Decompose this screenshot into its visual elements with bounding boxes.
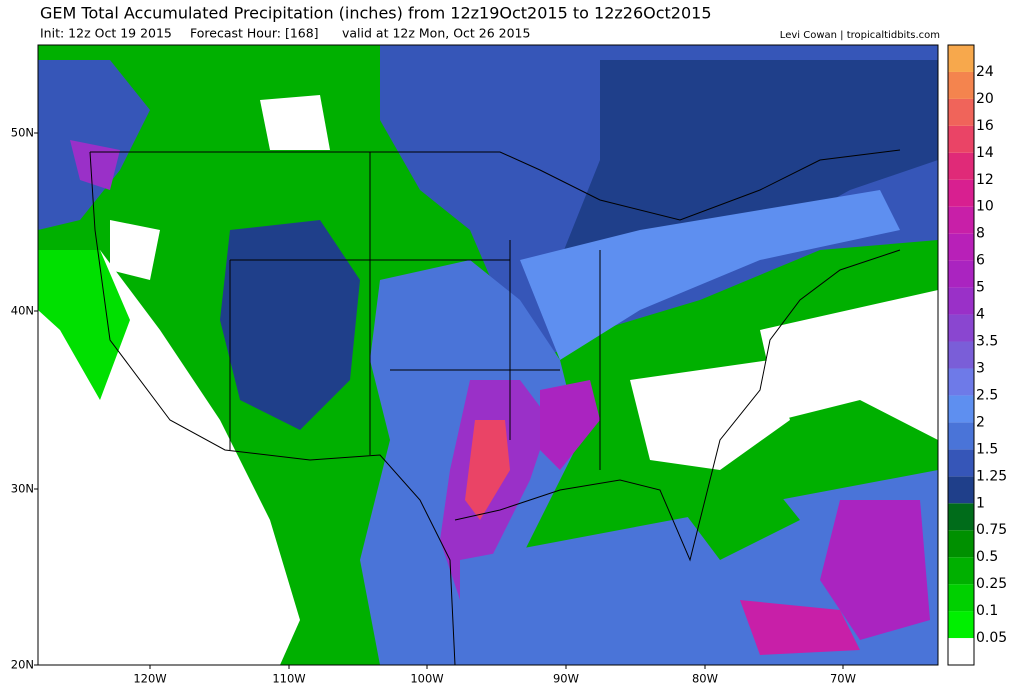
colorbar-label: 24 [976, 64, 994, 80]
colorbar-swatch [948, 98, 974, 126]
colorbar-label: 3.5 [976, 334, 998, 350]
longitude-label: 80W [692, 672, 718, 686]
colorbar-label: 1 [976, 495, 985, 511]
colorbar-swatch [948, 233, 974, 261]
colorbar-swatch [948, 395, 974, 423]
colorbar-swatch [948, 503, 974, 531]
colorbar-swatch [948, 530, 974, 558]
longitude-label: 120W [133, 672, 166, 686]
longitude-label: 70W [830, 672, 856, 686]
valid-time: valid at 12z Mon, Oct 26 2015 [342, 26, 530, 41]
colorbar-swatch [948, 179, 974, 207]
forecast-hour: Forecast Hour: [168] [190, 26, 319, 41]
colorbar-swatch [948, 638, 974, 665]
colorbar-swatch [948, 341, 974, 369]
colorbar-swatch [948, 368, 974, 396]
longitude-label: 110W [272, 672, 305, 686]
colorbar-label: 2.5 [976, 387, 998, 403]
colorbar-label: 1.25 [976, 468, 1007, 484]
colorbar-label: 0.5 [976, 549, 998, 565]
colorbar-label: 8 [976, 226, 985, 242]
political-boundaries [89, 149, 901, 665]
colorbar-swatch [948, 71, 974, 99]
colorbar-label: 6 [976, 253, 985, 269]
colorbar-label: 20 [976, 91, 994, 107]
colorbar-label: 12 [976, 172, 994, 188]
longitude-label: 90W [553, 672, 579, 686]
colorbar-swatch [948, 422, 974, 450]
latitude-label: 30N [11, 482, 34, 496]
colorbar-swatch [948, 314, 974, 342]
colorbar-swatch [948, 476, 974, 504]
colorbar-swatch [948, 557, 974, 585]
colorbar-label: 0.1 [976, 603, 998, 619]
latitude-label: 20N [11, 658, 34, 672]
colorbar-swatch [948, 611, 974, 639]
colorbar-label: 2 [976, 414, 985, 430]
colorbar-swatch [948, 584, 974, 612]
colorbar-frame [947, 44, 975, 666]
title: GEM Total Accumulated Precipitation (inc… [40, 4, 712, 23]
colorbar-label: 0.25 [976, 576, 1007, 592]
colorbar-label: 0.05 [976, 630, 1007, 646]
longitude-label: 100W [410, 672, 443, 686]
colorbar-swatch [948, 152, 974, 180]
colorbar-label: 4 [976, 307, 985, 323]
precip-field [38, 45, 938, 665]
colorbar-swatch [948, 449, 974, 477]
latitude-label: 50N [11, 126, 34, 140]
map-frame [37, 44, 939, 666]
colorbar-swatch [948, 287, 974, 315]
colorbar-swatch [948, 260, 974, 288]
init-time: Init: 12z Oct 19 2015 [40, 26, 172, 41]
colorbar-label: 10 [976, 199, 994, 215]
colorbar-label: 5 [976, 280, 985, 296]
credit: Levi Cowan | tropicaltidbits.com [780, 30, 940, 41]
colorbar-label: 0.75 [976, 522, 1007, 538]
colorbar-label: 16 [976, 118, 994, 134]
colorbar-swatch [948, 45, 974, 72]
colorbar-label: 1.5 [976, 441, 998, 457]
latitude-label: 40N [11, 304, 34, 318]
colorbar-label: 3 [976, 360, 985, 376]
colorbar-label: 14 [976, 145, 994, 161]
colorbar-swatch [948, 206, 974, 234]
colorbar-swatch [948, 125, 974, 153]
